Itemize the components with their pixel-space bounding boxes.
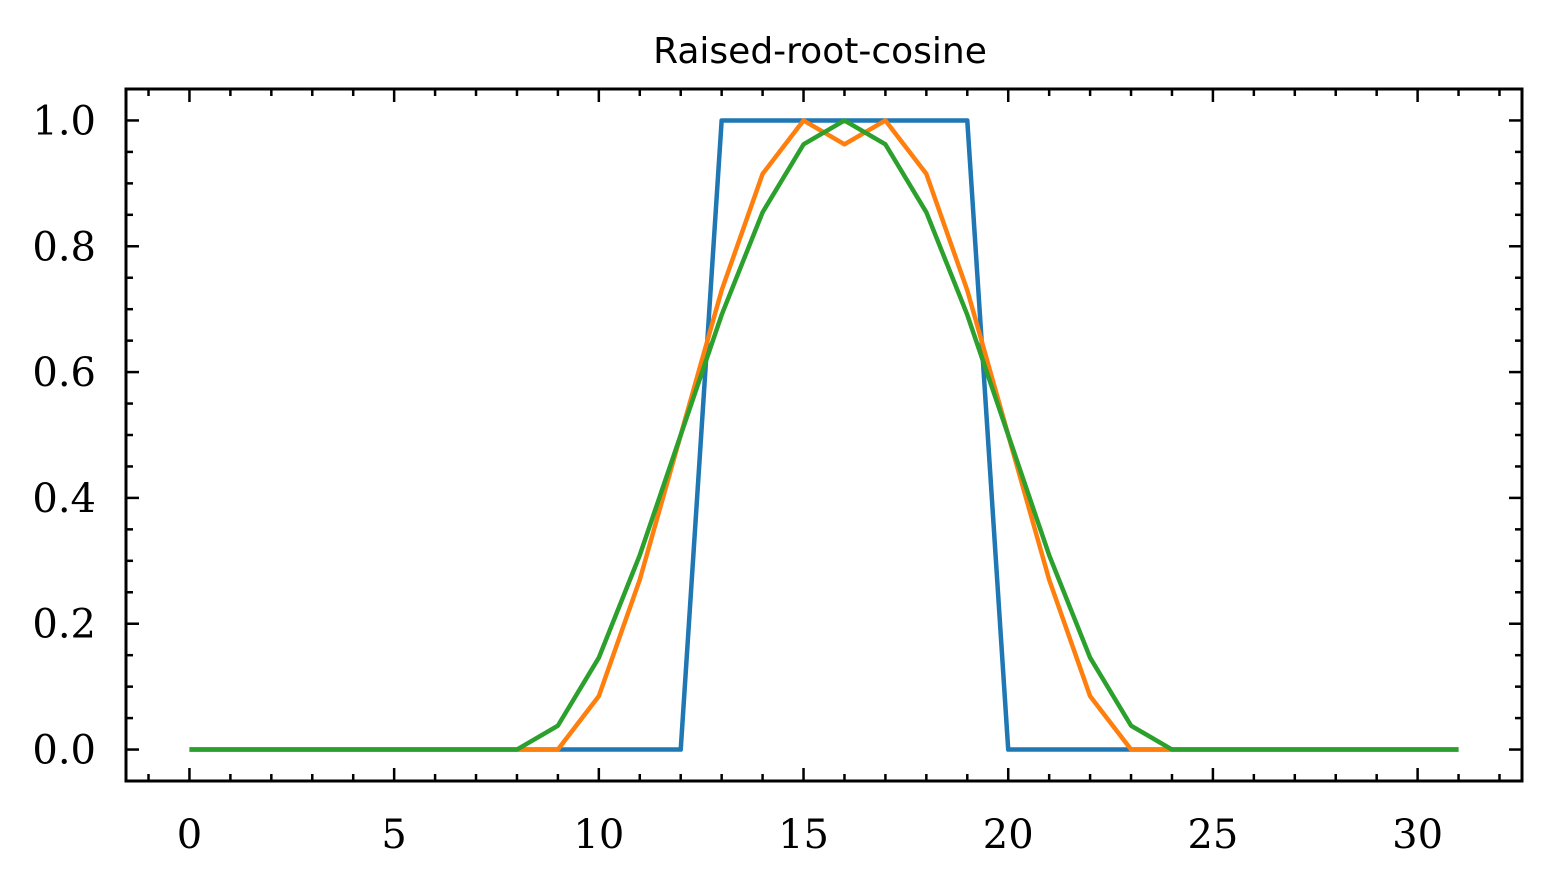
y-tick-label: 0.6	[32, 350, 96, 396]
series-line-2	[189, 118, 1459, 752]
x-tick-label: 0	[177, 812, 202, 858]
x-tick-label: 20	[983, 812, 1034, 858]
tick-labels-layer: 0 5 10 15 20 25 30 0.0 0.2 0.4 0.6 0.8 1.0	[32, 98, 1443, 858]
x-tick-label: 10	[573, 812, 624, 858]
y-tick-label: 0.0	[32, 728, 96, 774]
y-tick-label: 0.4	[32, 476, 96, 522]
x-tick-label: 15	[778, 812, 829, 858]
ticks-layer	[126, 87, 1522, 783]
plot-frame	[124, 87, 1524, 783]
series-line-3	[189, 118, 1459, 752]
x-tick-label: 5	[381, 812, 406, 858]
y-tick-label: 0.2	[32, 602, 96, 648]
y-tick-label: 0.8	[32, 224, 96, 270]
x-tick-label: 25	[1187, 812, 1238, 858]
chart-title: Raised-root-cosine	[653, 31, 987, 72]
series-layer	[189, 118, 1459, 752]
x-tick-label: 30	[1392, 812, 1443, 858]
y-tick-label: 1.0	[32, 98, 96, 144]
series-line-1	[189, 118, 1459, 752]
